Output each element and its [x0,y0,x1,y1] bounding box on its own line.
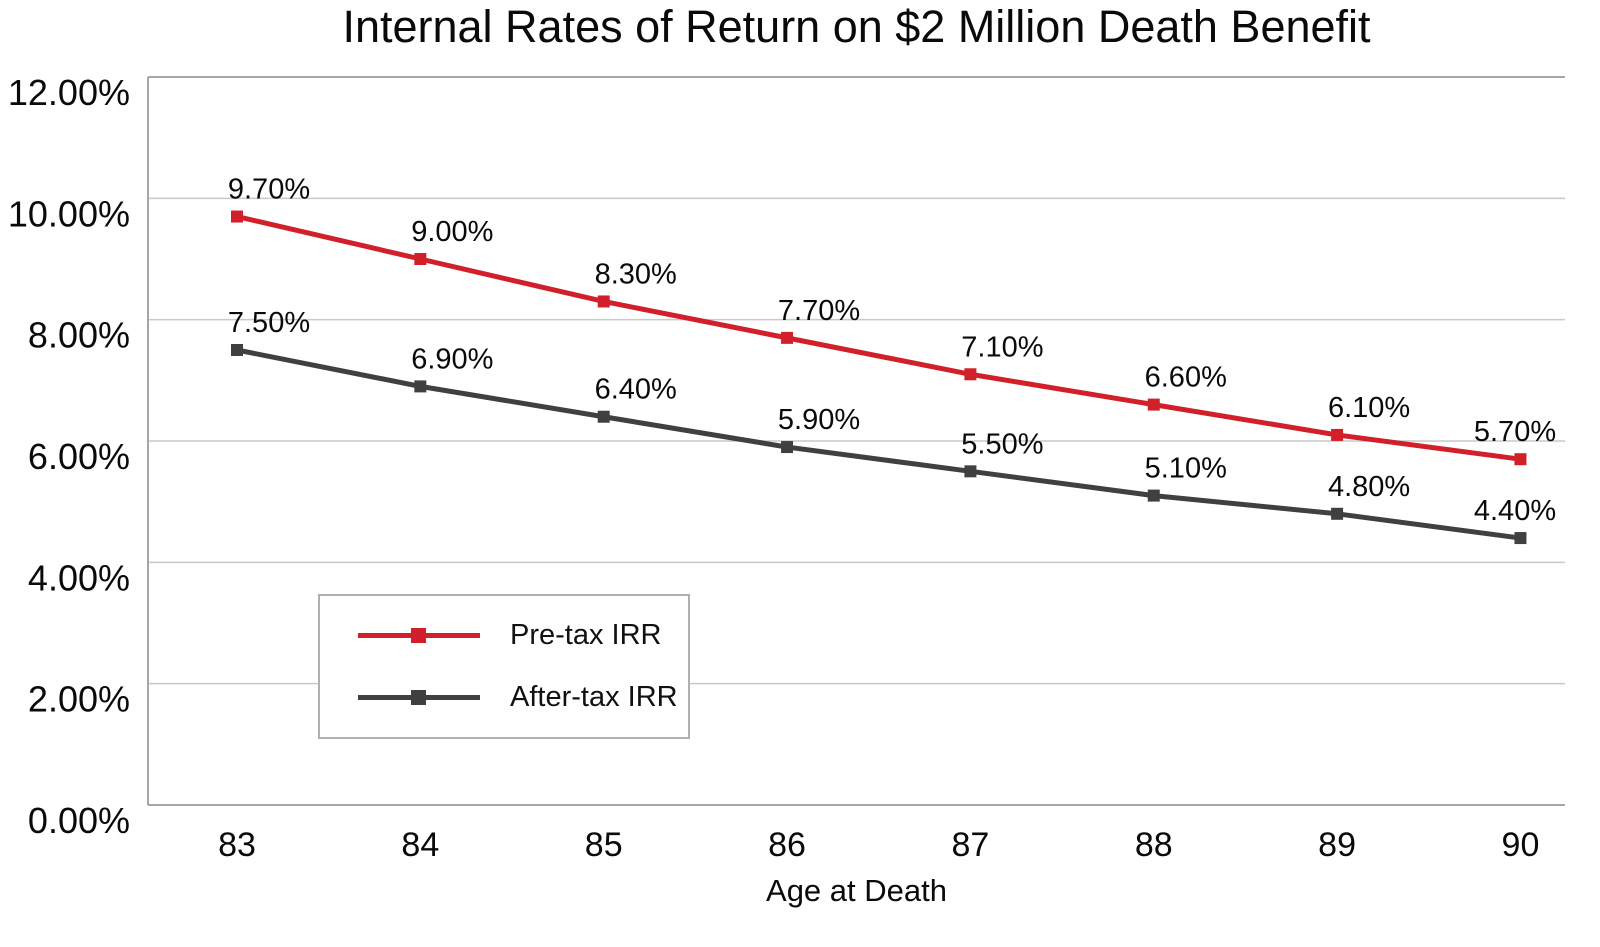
pre-tax-irr-data-label: 9.00% [411,216,493,248]
x-tick-label: 87 [951,826,989,864]
after-tax-irr-data-label: 6.90% [411,343,493,375]
after-tax-irr-marker [597,410,610,423]
pre-tax-irr-data-label: 9.70% [228,174,310,206]
pre-tax-irr-marker [1147,398,1160,411]
pre-tax-irr-marker [964,368,977,381]
legend-label: After-tax IRR [510,681,678,714]
after-tax-irr-legend-swatch-icon [358,690,480,706]
pre-tax-irr-line [236,214,1521,462]
after-tax-irr-data-label: 6.40% [595,374,677,406]
after-tax-irr-marker [414,380,427,393]
after-tax-irr-data-label: 4.80% [1328,471,1410,503]
y-tick-label: 12.00% [8,72,130,113]
x-tick-label: 89 [1318,826,1356,864]
after-tax-irr-marker [1147,489,1160,502]
after-tax-irr-line [236,347,1521,541]
after-tax-irr-marker [964,465,977,478]
pre-tax-irr-marker [1331,428,1344,441]
x-tick-label: 88 [1135,826,1173,864]
pre-tax-irr-data-label: 5.70% [1474,416,1556,448]
x-tick-label: 90 [1502,826,1540,864]
legend-item-after-tax-irr: After-tax IRR [358,681,688,714]
after-tax-irr-data-label: 5.50% [961,428,1043,460]
chart-title: Internal Rates of Return on $2 Million D… [342,1,1371,52]
after-tax-irr-marker [1514,532,1527,545]
chart-legend: Pre-tax IRR After-tax IRR [318,594,690,739]
after-tax-irr-data-label: 7.50% [228,307,310,339]
pre-tax-irr-marker [414,253,427,265]
pre-tax-irr-data-label: 7.10% [961,331,1043,363]
pre-tax-irr-data-label: 8.30% [595,258,677,290]
x-tick-label: 84 [401,826,439,864]
y-tick-label: 8.00% [28,315,130,356]
pre-tax-irr-marker [781,331,794,344]
legend-item-pre-tax-irr: Pre-tax IRR [358,619,688,652]
after-tax-irr-data-label: 5.90% [778,404,860,436]
pre-tax-irr-data-label: 6.10% [1328,392,1410,424]
y-tick-label: 6.00% [28,436,130,477]
after-tax-irr-marker [781,441,794,454]
pre-tax-irr-marker [597,295,610,308]
x-tick-label: 85 [585,826,623,864]
x-axis-title: Age at Death [766,873,947,908]
y-tick-label: 4.00% [28,557,130,598]
after-tax-irr-marker [231,344,243,356]
legend-label: Pre-tax IRR [510,618,662,651]
x-tick-label: 86 [768,826,806,864]
y-tick-label: 0.00% [28,800,130,841]
y-tick-label: 10.00% [8,193,130,234]
pre-tax-irr-data-label: 7.70% [778,295,860,327]
pre-tax-irr-marker [231,210,243,223]
after-tax-irr-marker [1331,507,1344,520]
after-tax-irr-data-label: 4.40% [1474,495,1556,527]
after-tax-irr-data-label: 5.10% [1145,453,1227,485]
pre-tax-irr-legend-swatch-icon [358,627,480,643]
y-tick-label: 2.00% [28,679,130,720]
pre-tax-irr-marker [1514,453,1527,466]
pre-tax-irr-data-label: 6.60% [1145,362,1227,394]
x-tick-label: 83 [218,826,256,864]
